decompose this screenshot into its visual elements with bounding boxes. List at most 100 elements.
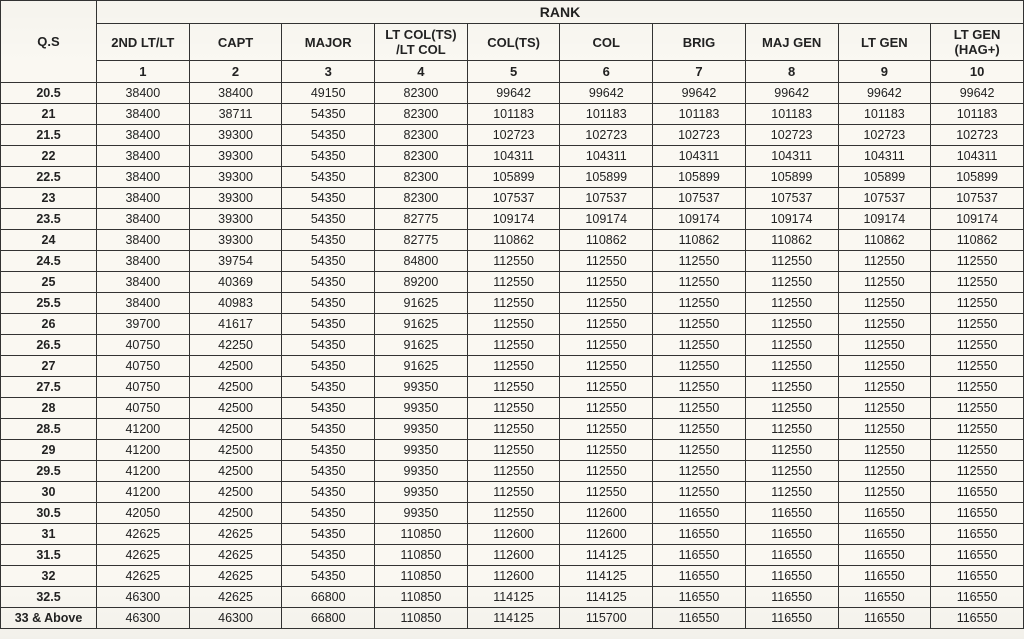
- value-cell: 49150: [282, 83, 375, 104]
- table-row: 2941200425005435099350112550112550112550…: [1, 440, 1024, 461]
- value-cell: 112550: [838, 314, 931, 335]
- col-header: LT COL(TS)/LT COL: [375, 24, 468, 61]
- value-cell: 112550: [467, 335, 560, 356]
- value-cell: 38400: [97, 272, 190, 293]
- value-cell: 114125: [560, 566, 653, 587]
- value-cell: 116550: [653, 545, 746, 566]
- table-row: 25.5384004098354350916251125501125501125…: [1, 293, 1024, 314]
- value-cell: 116550: [745, 503, 838, 524]
- qs-cell: 21.5: [1, 125, 97, 146]
- table-head: Q.S RANK 2ND LT/LTCAPTMAJORLT COL(TS)/LT…: [1, 1, 1024, 83]
- value-cell: 82300: [375, 188, 468, 209]
- value-cell: 110862: [838, 230, 931, 251]
- value-cell: 99642: [467, 83, 560, 104]
- value-cell: 82300: [375, 125, 468, 146]
- value-cell: 116550: [745, 545, 838, 566]
- value-cell: 40750: [97, 356, 190, 377]
- value-cell: 104311: [653, 146, 746, 167]
- value-cell: 39700: [97, 314, 190, 335]
- value-cell: 112550: [653, 440, 746, 461]
- table-row: 21.5384003930054350823001027231027231027…: [1, 125, 1024, 146]
- value-cell: 112600: [467, 524, 560, 545]
- value-cell: 112550: [560, 251, 653, 272]
- value-cell: 112550: [931, 419, 1024, 440]
- value-cell: 112550: [838, 398, 931, 419]
- value-cell: 54350: [282, 125, 375, 146]
- value-cell: 112550: [560, 377, 653, 398]
- value-cell: 66800: [282, 608, 375, 629]
- value-cell: 110862: [745, 230, 838, 251]
- col-header: CAPT: [189, 24, 282, 61]
- col-number: 1: [97, 61, 190, 83]
- value-cell: 112550: [745, 398, 838, 419]
- value-cell: 105899: [653, 167, 746, 188]
- value-cell: 112550: [838, 335, 931, 356]
- value-cell: 42625: [97, 524, 190, 545]
- value-cell: 116550: [838, 503, 931, 524]
- value-cell: 54350: [282, 209, 375, 230]
- table-row: 3242625426255435011085011260011412511655…: [1, 566, 1024, 587]
- value-cell: 41617: [189, 314, 282, 335]
- col-header: MAJOR: [282, 24, 375, 61]
- value-cell: 110862: [467, 230, 560, 251]
- value-cell: 112550: [653, 293, 746, 314]
- col-header: COL: [560, 24, 653, 61]
- value-cell: 99350: [375, 503, 468, 524]
- qs-cell: 26.5: [1, 335, 97, 356]
- value-cell: 116550: [745, 524, 838, 545]
- col-header: 2ND LT/LT: [97, 24, 190, 61]
- value-cell: 112550: [653, 356, 746, 377]
- page: Q.S RANK 2ND LT/LTCAPTMAJORLT COL(TS)/LT…: [0, 0, 1024, 639]
- value-cell: 42050: [97, 503, 190, 524]
- col-number: 3: [282, 61, 375, 83]
- value-cell: 112550: [931, 272, 1024, 293]
- value-cell: 107537: [467, 188, 560, 209]
- value-cell: 39300: [189, 167, 282, 188]
- value-cell: 114125: [467, 608, 560, 629]
- table-row: 2138400387115435082300101183101183101183…: [1, 104, 1024, 125]
- value-cell: 104311: [838, 146, 931, 167]
- value-cell: 42500: [189, 377, 282, 398]
- value-cell: 112550: [653, 482, 746, 503]
- value-cell: 39754: [189, 251, 282, 272]
- value-cell: 116550: [745, 566, 838, 587]
- table-row: 33 & Above463004630066800110850114125115…: [1, 608, 1024, 629]
- value-cell: 54350: [282, 419, 375, 440]
- value-cell: 38400: [189, 83, 282, 104]
- value-cell: 112550: [745, 461, 838, 482]
- value-cell: 82775: [375, 230, 468, 251]
- qs-cell: 31.5: [1, 545, 97, 566]
- value-cell: 112550: [467, 419, 560, 440]
- value-cell: 99642: [745, 83, 838, 104]
- value-cell: 54350: [282, 545, 375, 566]
- header-row-rank-title: Q.S RANK: [1, 1, 1024, 24]
- value-cell: 54350: [282, 335, 375, 356]
- value-cell: 112550: [838, 461, 931, 482]
- qs-cell: 30.5: [1, 503, 97, 524]
- value-cell: 104311: [560, 146, 653, 167]
- value-cell: 38400: [97, 230, 190, 251]
- qs-cell: 23.5: [1, 209, 97, 230]
- value-cell: 112550: [931, 314, 1024, 335]
- value-cell: 104311: [931, 146, 1024, 167]
- value-cell: 116550: [931, 587, 1024, 608]
- value-cell: 54350: [282, 188, 375, 209]
- value-cell: 114125: [467, 587, 560, 608]
- qs-cell: 24.5: [1, 251, 97, 272]
- value-cell: 112550: [467, 398, 560, 419]
- value-cell: 104311: [745, 146, 838, 167]
- value-cell: 115700: [560, 608, 653, 629]
- value-cell: 110850: [375, 608, 468, 629]
- value-cell: 109174: [467, 209, 560, 230]
- value-cell: 112550: [653, 251, 746, 272]
- value-cell: 38400: [97, 251, 190, 272]
- table-body: 20.5384003840049150823009964299642996429…: [1, 83, 1024, 629]
- value-cell: 39300: [189, 188, 282, 209]
- value-cell: 54350: [282, 272, 375, 293]
- table-row: 29.5412004250054350993501125501125501125…: [1, 461, 1024, 482]
- value-cell: 112550: [653, 377, 746, 398]
- value-cell: 112550: [838, 377, 931, 398]
- value-cell: 82300: [375, 146, 468, 167]
- value-cell: 112550: [467, 461, 560, 482]
- value-cell: 54350: [282, 398, 375, 419]
